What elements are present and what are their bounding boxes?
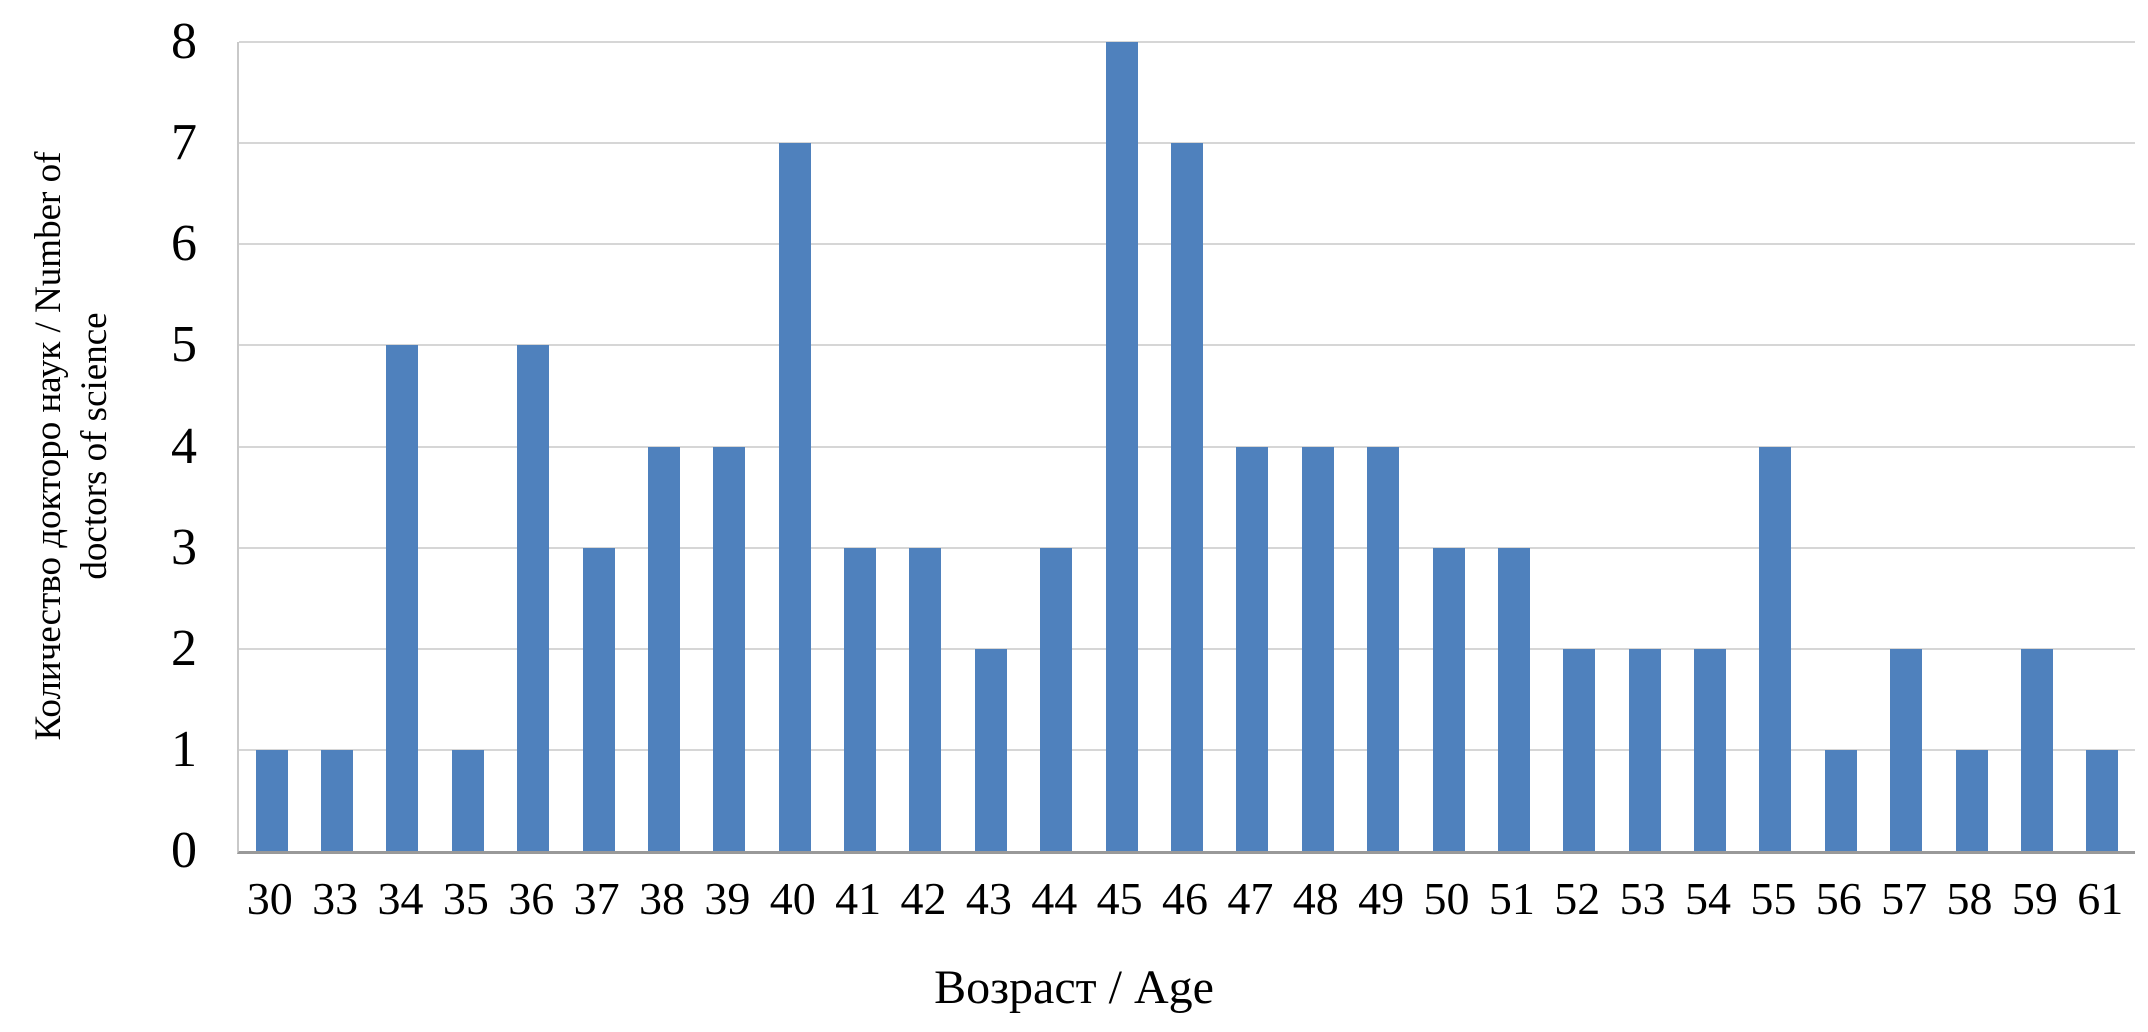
bar-age-52 — [1563, 648, 1596, 851]
x-tick-label-43: 43 — [965, 873, 1012, 924]
bar-age-30 — [255, 749, 288, 851]
x-tick-label-55: 55 — [1750, 873, 1797, 924]
bar-age-38 — [647, 446, 680, 851]
x-tick-label-47: 47 — [1227, 873, 1274, 924]
bar-age-48 — [1301, 446, 1334, 851]
bar-age-49 — [1367, 446, 1400, 851]
x-tick-label-61: 61 — [2077, 873, 2124, 924]
bar-age-35 — [451, 749, 484, 851]
x-tick-label-58: 58 — [1946, 873, 1993, 924]
x-tick-label-34: 34 — [377, 873, 424, 924]
x-tick-label-35: 35 — [442, 873, 489, 924]
bar-age-58 — [1955, 749, 1988, 851]
bar-age-44 — [1040, 547, 1073, 851]
x-tick-label-36: 36 — [508, 873, 555, 924]
x-tick-label-39: 39 — [704, 873, 751, 924]
plot-area — [237, 41, 2135, 854]
x-tick-label-56: 56 — [1815, 873, 1862, 924]
y-tick-label-0: 0 — [171, 822, 197, 879]
bar-age-61 — [2086, 749, 2119, 851]
x-tick-label-46: 46 — [1161, 873, 1208, 924]
x-tick-label-53: 53 — [1619, 873, 1666, 924]
bar-age-33 — [321, 749, 354, 851]
x-tick-label-57: 57 — [1881, 873, 1928, 924]
x-tick-label-37: 37 — [573, 873, 620, 924]
x-tick-label-44: 44 — [1031, 873, 1078, 924]
x-tick-label-40: 40 — [769, 873, 816, 924]
x-tick-label-30: 30 — [246, 873, 293, 924]
x-tick-label-51: 51 — [1488, 873, 1535, 924]
x-tick-label-50: 50 — [1423, 873, 1470, 924]
x-tick-label-52: 52 — [1554, 873, 1601, 924]
bar-age-42 — [909, 547, 942, 851]
y-tick-label-2: 2 — [171, 619, 197, 677]
bar-age-45 — [1105, 42, 1138, 851]
x-tick-label-54: 54 — [1685, 873, 1732, 924]
x-tick-label-59: 59 — [2011, 873, 2058, 924]
bar-age-51 — [1497, 547, 1530, 851]
gridline-y8 — [239, 41, 2135, 43]
x-tick-label-45: 45 — [1096, 873, 1143, 924]
x-tick-label-49: 49 — [1358, 873, 1405, 924]
x-axis-tick-labels: 30 33 34 35 36 37 38 39 40 41 42 43 44 45 46 47 48 49 50 51… — [237, 873, 2133, 934]
y-tick-label-6: 6 — [171, 215, 197, 273]
bar-age-39 — [713, 446, 746, 851]
bar-age-34 — [386, 345, 419, 851]
y-tick-label-8: 8 — [171, 13, 197, 70]
bar-age-56 — [1824, 749, 1857, 851]
x-axis-title: Возраст / Age — [934, 961, 1214, 1014]
y-tick-label-5: 5 — [171, 316, 197, 374]
bar-age-54 — [1694, 648, 1727, 851]
x-tick-label-42: 42 — [900, 873, 947, 924]
y-tick-label-4: 4 — [171, 417, 197, 475]
bar-age-46 — [1171, 143, 1203, 851]
bar-age-37 — [582, 547, 615, 851]
x-tick-label-48: 48 — [1292, 873, 1339, 924]
bar-age-36 — [517, 345, 550, 851]
x-tick-label-33: 33 — [312, 873, 359, 924]
bar-age-57 — [1890, 648, 1923, 851]
bar-age-50 — [1432, 547, 1465, 851]
bar-age-59 — [2020, 648, 2053, 851]
bar-age-47 — [1236, 446, 1269, 851]
bar-age-43 — [974, 648, 1007, 851]
bar-age-55 — [1759, 446, 1792, 851]
y-tick-label-7: 7 — [171, 114, 197, 172]
y-tick-label-3: 3 — [171, 518, 197, 576]
x-tick-label-38: 38 — [638, 873, 685, 924]
y-tick-label-1: 1 — [171, 720, 197, 778]
bar-age-53 — [1628, 648, 1661, 851]
bar-age-40 — [778, 143, 811, 851]
bar-age-41 — [844, 547, 877, 851]
x-tick-label-41: 41 — [835, 873, 882, 924]
